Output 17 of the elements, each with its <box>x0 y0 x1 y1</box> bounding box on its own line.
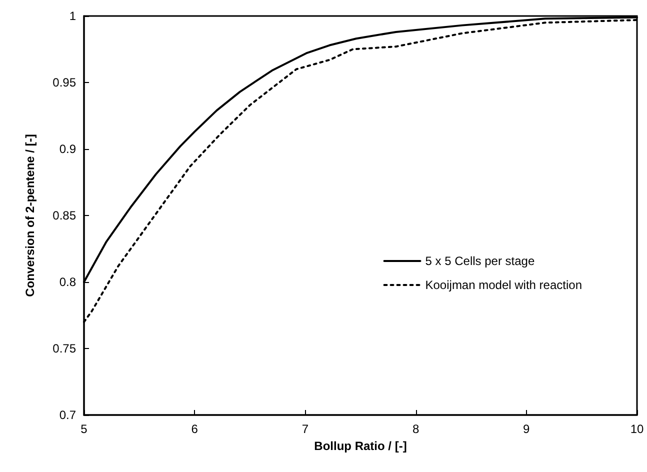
y-tick-label: 0.8 <box>59 275 76 289</box>
x-tick-label: 7 <box>302 422 309 436</box>
x-tick-label: 6 <box>191 422 198 436</box>
x-tick-label: 10 <box>630 422 644 436</box>
x-tick-label: 8 <box>412 422 420 436</box>
y-tick-label: 0.7 <box>59 408 76 422</box>
y-tick-label: 0.9 <box>59 142 76 156</box>
y-axis-title: Conversion of 2-pentene / [-] <box>23 134 37 297</box>
legend-label: Kooijman model with reaction <box>425 278 582 292</box>
y-tick-label: 1 <box>69 9 76 23</box>
x-tick-label: 9 <box>523 422 530 436</box>
y-tick-label: 0.85 <box>52 208 76 222</box>
y-tick-label: 0.95 <box>52 76 76 90</box>
y-tick-label: 0.75 <box>52 342 76 356</box>
legend-label: 5 x 5 Cells per stage <box>425 254 535 268</box>
x-tick-label: 5 <box>80 422 88 436</box>
x-axis-title: Bollup Ratio / [-] <box>314 438 407 453</box>
